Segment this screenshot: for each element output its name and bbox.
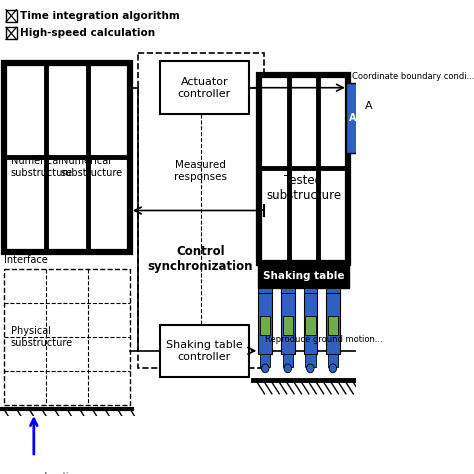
Text: Physical
substructure: Physical substructure <box>10 327 73 348</box>
Text: Actuator
controller: Actuator controller <box>178 77 231 99</box>
Text: Reproduce ground motion...: Reproduce ground motion... <box>265 335 383 344</box>
Circle shape <box>284 364 292 373</box>
Bar <box>281 291 294 355</box>
Bar <box>260 355 271 366</box>
Bar <box>328 355 338 366</box>
Text: Coordinate boundary condi...: Coordinate boundary condi... <box>352 72 474 81</box>
Text: Time integration algorithm: Time integration algorithm <box>19 11 179 21</box>
Bar <box>326 288 339 293</box>
Text: Numerical
substructure: Numerical substructure <box>10 156 73 178</box>
Text: Measured
responses: Measured responses <box>174 160 227 182</box>
Bar <box>305 316 316 335</box>
Text: High-speed calculation: High-speed calculation <box>19 28 155 38</box>
Text: A: A <box>365 101 372 111</box>
Text: Interface: Interface <box>4 255 47 265</box>
Bar <box>160 325 249 377</box>
Bar <box>326 291 339 355</box>
Text: Shaking table
controller: Shaking table controller <box>166 340 243 362</box>
Bar <box>137 53 264 368</box>
Circle shape <box>262 364 269 373</box>
Bar <box>303 291 317 355</box>
Bar <box>303 288 317 293</box>
Bar <box>346 83 360 154</box>
Text: Tested
substructure: Tested substructure <box>266 173 341 202</box>
Bar <box>258 291 272 355</box>
Bar <box>4 269 130 405</box>
Bar <box>283 316 293 335</box>
Text: Shaking table: Shaking table <box>263 271 344 281</box>
Bar <box>4 63 130 252</box>
Circle shape <box>329 364 337 373</box>
Bar <box>260 316 271 335</box>
Text: ...und motion: ...und motion <box>23 472 79 474</box>
Bar <box>258 265 349 288</box>
Bar <box>160 62 249 114</box>
Text: Numerical
substructure: Numerical substructure <box>61 156 123 178</box>
Text: Control
synchronization: Control synchronization <box>148 245 254 273</box>
Bar <box>6 27 17 39</box>
Bar <box>259 74 348 263</box>
Bar <box>281 288 294 293</box>
Bar <box>328 316 338 335</box>
Circle shape <box>307 364 314 373</box>
Bar <box>283 355 293 366</box>
Bar <box>305 355 316 366</box>
Bar <box>6 9 17 22</box>
Text: A: A <box>349 113 357 123</box>
Bar <box>258 288 272 293</box>
